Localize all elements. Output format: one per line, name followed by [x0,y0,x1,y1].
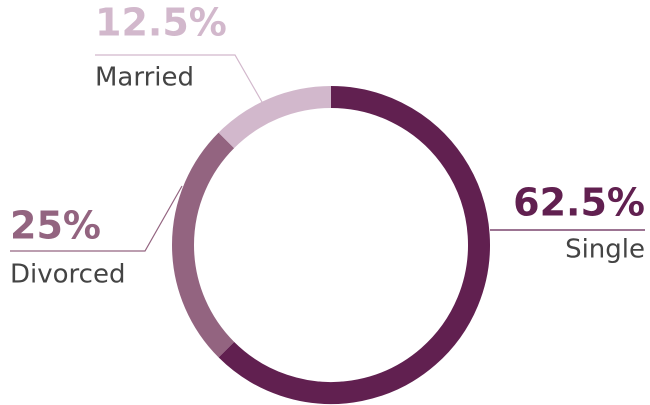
value-label: 62.5% [513,181,645,225]
category-label: Single [565,235,645,265]
donut-segment [218,86,490,404]
leader-line [10,185,183,252]
leader-line [95,54,263,103]
category-label: Divorced [10,260,125,290]
donut-segment [172,132,235,358]
donut-segment [218,86,332,149]
category-label: Married [95,63,194,93]
value-label: 25% [10,204,101,248]
value-label: 12.5% [95,1,227,45]
